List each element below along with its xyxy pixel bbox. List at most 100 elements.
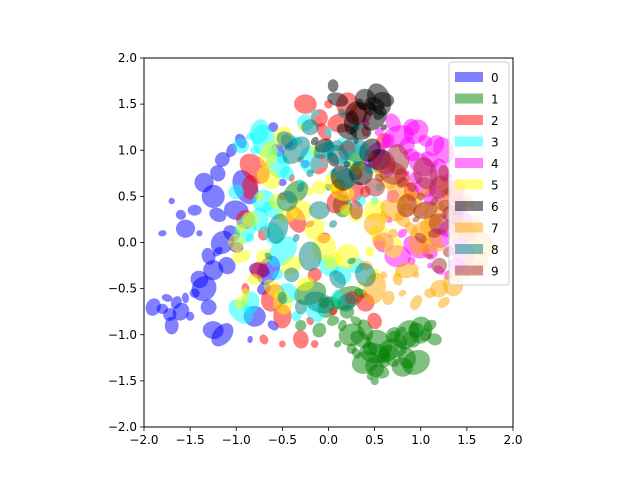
data-point-series-8 [335, 167, 359, 188]
data-point-series-9 [365, 151, 375, 159]
data-point-series-9 [428, 228, 442, 238]
y-tick-label: −2.0 [108, 420, 137, 434]
data-point-series-5 [228, 233, 245, 252]
data-point-series-8 [306, 169, 314, 178]
legend-label-4: 4 [491, 157, 499, 171]
data-point-series-2 [367, 312, 382, 330]
data-point-series-8 [284, 267, 300, 283]
data-point-series-9 [431, 257, 447, 274]
data-point-series-9 [438, 164, 450, 182]
y-tick-label: −0.5 [108, 282, 137, 296]
y-tick-label: 1.5 [118, 97, 137, 111]
data-point-series-0 [247, 335, 253, 344]
data-point-series-7 [433, 242, 445, 252]
legend-swatch-8 [455, 244, 483, 254]
y-axis: −2.0 −1.5 −1.0 −0.5 0.0 0.5 1.0 1.5 2.0 [108, 51, 144, 434]
data-point-series-0 [194, 172, 214, 193]
data-points [145, 79, 495, 386]
data-point-series-0 [202, 321, 224, 340]
data-point-series-3 [228, 184, 245, 200]
legend-label-8: 8 [491, 243, 499, 257]
data-point-series-4 [403, 118, 420, 136]
data-point-series-5 [312, 180, 327, 195]
x-tick-label: 2.0 [503, 433, 522, 447]
data-point-series-5 [306, 187, 314, 197]
data-point-series-0 [201, 247, 216, 265]
y-tick-label: 1.0 [118, 143, 137, 157]
data-point-series-7 [392, 273, 403, 286]
data-point-series-5 [365, 246, 375, 257]
legend-swatch-2 [455, 115, 483, 125]
y-tick-label: −1.0 [108, 328, 137, 342]
data-point-series-6 [350, 123, 372, 140]
data-point-series-0 [214, 152, 230, 167]
x-tick-label: 0.0 [319, 433, 338, 447]
data-point-series-5 [304, 218, 325, 240]
data-point-series-7 [395, 262, 419, 279]
legend-label-7: 7 [491, 222, 499, 236]
data-point-series-4 [374, 127, 384, 136]
data-point-series-8 [338, 293, 356, 312]
data-point-series-1 [295, 319, 307, 332]
data-point-series-8 [282, 136, 310, 165]
data-point-series-8 [354, 262, 376, 287]
data-point-series-9 [407, 182, 416, 193]
data-point-series-9 [413, 157, 438, 190]
x-axis: −2.0 −1.5 −1.0 −0.5 0.0 0.5 1.0 1.5 2.0 [129, 427, 523, 447]
legend-label-3: 3 [491, 136, 499, 150]
y-tick-label: 0.0 [118, 236, 137, 250]
data-point-series-2 [241, 174, 259, 200]
data-point-series-3 [280, 166, 294, 181]
legend-swatch-9 [455, 265, 483, 276]
data-point-series-0 [187, 204, 202, 216]
data-point-series-0 [168, 197, 175, 205]
y-tick-label: 0.5 [118, 189, 137, 203]
data-point-series-8 [337, 108, 347, 118]
data-point-series-6 [362, 105, 387, 131]
data-point-series-8 [296, 182, 305, 193]
legend-label-0: 0 [491, 71, 499, 85]
data-point-series-0 [181, 292, 190, 304]
data-point-series-7 [371, 234, 387, 251]
data-point-series-1 [312, 322, 327, 338]
data-point-series-7 [382, 290, 395, 305]
data-point-series-6 [327, 92, 349, 107]
data-point-series-6 [327, 79, 339, 93]
data-point-series-2 [294, 94, 317, 114]
data-point-series-7 [437, 296, 450, 309]
data-point-series-8 [277, 291, 288, 305]
data-point-series-2 [292, 330, 309, 349]
x-tick-label: −0.5 [268, 433, 297, 447]
data-point-series-5 [296, 276, 315, 292]
legend-swatch-6 [455, 201, 483, 211]
data-point-series-9 [416, 192, 425, 201]
x-tick-label: −1.5 [176, 433, 205, 447]
data-point-series-2 [310, 340, 319, 348]
data-point-series-3 [310, 109, 319, 118]
data-point-series-5 [235, 224, 247, 234]
data-point-series-2 [259, 334, 269, 345]
data-point-series-5 [231, 249, 251, 264]
data-point-series-0 [172, 302, 190, 321]
data-point-series-8 [329, 220, 338, 228]
data-point-series-8 [276, 190, 298, 212]
data-point-series-9 [412, 216, 420, 223]
data-point-series-8 [264, 252, 273, 261]
data-point-series-9 [396, 193, 417, 218]
legend-label-6: 6 [491, 200, 499, 214]
data-point-series-7 [363, 213, 386, 235]
data-point-series-2 [279, 340, 286, 348]
legend-label-1: 1 [491, 93, 499, 107]
data-point-series-0 [203, 260, 224, 281]
x-tick-label: −2.0 [129, 433, 158, 447]
data-point-series-1 [427, 333, 442, 346]
data-point-series-0 [200, 299, 217, 316]
data-point-series-4 [397, 228, 408, 238]
legend-swatch-4 [455, 158, 483, 168]
data-point-series-8 [347, 257, 356, 265]
data-point-series-7 [410, 294, 422, 311]
data-point-series-3 [324, 127, 333, 136]
data-point-series-1 [370, 376, 379, 386]
data-point-series-1 [327, 315, 340, 326]
